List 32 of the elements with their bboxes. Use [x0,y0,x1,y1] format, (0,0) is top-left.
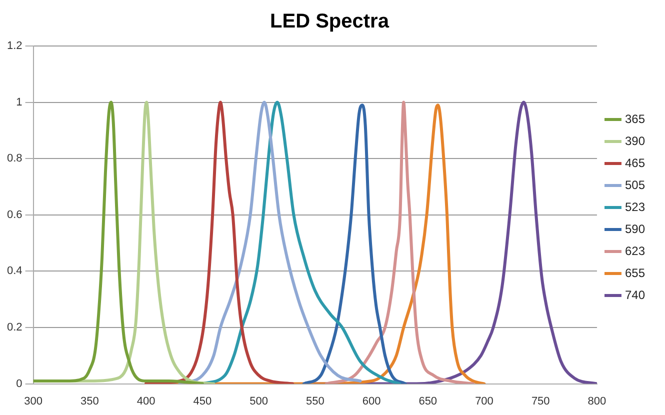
x-tick-label: 450 [193,395,212,408]
legend-label: 655 [624,266,646,280]
x-tick-label: 350 [80,395,99,408]
legend-label: 390 [624,134,646,148]
x-tick-label: 650 [418,395,438,408]
line-series [302,104,407,384]
y-tick-label: 0.4 [6,265,22,278]
legend-label: 505 [624,178,646,192]
y-tick-label: 0 [16,378,22,390]
line-series [144,100,294,384]
x-tick-label: 800 [588,395,606,408]
y-tick-label: 1.2 [6,40,22,52]
y-tick-label: 0.8 [6,152,22,165]
legend-label: 623 [624,244,646,258]
x-tick-label: 500 [250,395,268,408]
legend-label: 365 [624,112,646,126]
x-tick-label: 550 [306,395,324,408]
x-tick-label: 750 [531,395,550,408]
x-tick-label: 300 [24,395,42,408]
x-tick-label: 600 [362,395,381,408]
y-tick-label: 0.2 [6,322,22,334]
y-tick-label: 0.6 [6,208,22,221]
line-series [324,100,474,384]
x-tick-label: 700 [475,395,494,408]
legend-label: 523 [624,200,646,214]
legend-label: 740 [624,288,646,302]
y-tick-label: 1 [16,96,22,108]
legend-label: 590 [624,222,646,236]
legend-label: 465 [624,156,646,170]
line-series [178,100,362,384]
chart-title: LED Spectra [270,10,390,33]
x-tick-label: 400 [136,395,156,408]
